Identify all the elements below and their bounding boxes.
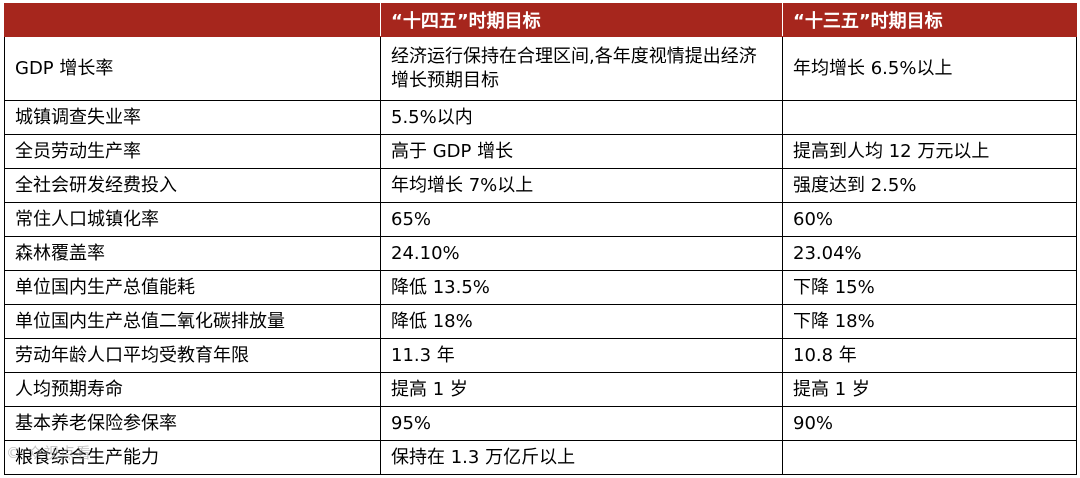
- 13th-plan-cell: 下降 15%: [782, 270, 1077, 305]
- 14th-plan-cell: 年均增长 7%以上: [380, 168, 783, 203]
- table-row: 常住人口城镇化率 65% 60%: [4, 202, 1077, 237]
- 14th-plan-cell: 经济运行保持在合理区间,各年度视情提出经济增长预期目标: [380, 36, 783, 101]
- table-row: 劳动年龄人口平均受教育年限 11.3 年 10.8 年: [4, 338, 1077, 373]
- 13th-plan-cell: 提高 1 岁: [782, 372, 1077, 407]
- 14th-plan-cell: 24.10%: [380, 236, 783, 271]
- 14th-plan-cell: 5.5%以内: [380, 100, 783, 135]
- table-row: 单位国内生产总值二氧化碳排放量 降低 18% 下降 18%: [4, 304, 1077, 339]
- indicator-cell: GDP 增长率: [4, 36, 381, 101]
- 14th-plan-cell: 11.3 年: [380, 338, 783, 373]
- 13th-plan-cell: 60%: [782, 202, 1077, 237]
- 13th-plan-cell: 强度达到 2.5%: [782, 168, 1077, 203]
- indicator-cell: 森林覆盖率: [4, 236, 381, 271]
- 14th-plan-cell: 95%: [380, 406, 783, 441]
- 14th-plan-cell: 降低 18%: [380, 304, 783, 339]
- header-indicator: [4, 3, 381, 37]
- indicator-cell: 常住人口城镇化率: [4, 202, 381, 237]
- 14th-plan-cell: 降低 13.5%: [380, 270, 783, 305]
- table-row: 基本养老保险参保率 95% 90%: [4, 406, 1077, 441]
- 13th-plan-cell: 23.04%: [782, 236, 1077, 271]
- 13th-plan-cell: [782, 440, 1077, 475]
- indicator-cell: 人均预期寿命: [4, 372, 381, 407]
- 14th-plan-cell: 65%: [380, 202, 783, 237]
- indicator-cell: 全社会研发经费投入: [4, 168, 381, 203]
- 13th-plan-cell: 下降 18%: [782, 304, 1077, 339]
- 13th-plan-cell: 年均增长 6.5%以上: [782, 36, 1077, 101]
- header-14th-plan: “十四五”时期目标: [380, 3, 783, 37]
- indicator-cell: 单位国内生产总值能耗: [4, 270, 381, 305]
- indicator-cell: 粮食综合生产能力: [4, 440, 381, 475]
- 14th-plan-cell: 提高 1 岁: [380, 372, 783, 407]
- table-row: 人均预期寿命 提高 1 岁 提高 1 岁: [4, 372, 1077, 407]
- indicator-cell: 城镇调查失业率: [4, 100, 381, 135]
- 14th-plan-cell: 高于 GDP 增长: [380, 134, 783, 169]
- table-row: 全员劳动生产率 高于 GDP 增长 提高到人均 12 万元以上: [4, 134, 1077, 169]
- table-row: 城镇调查失业率 5.5%以内: [4, 100, 1077, 135]
- 13th-plan-cell: 90%: [782, 406, 1077, 441]
- indicator-cell: 单位国内生产总值二氧化碳排放量: [4, 304, 381, 339]
- indicator-cell: 全员劳动生产率: [4, 134, 381, 169]
- 13th-plan-cell: 10.8 年: [782, 338, 1077, 373]
- table-row: 粮食综合生产能力 保持在 1.3 万亿斤以上: [4, 440, 1077, 475]
- 13th-plan-cell: [782, 100, 1077, 135]
- header-row: “十四五”时期目标 “十三五”时期目标: [4, 3, 1077, 37]
- indicator-cell: 劳动年龄人口平均受教育年限: [4, 338, 381, 373]
- table-row: GDP 增长率 经济运行保持在合理区间,各年度视情提出经济增长预期目标 年均增长…: [4, 36, 1077, 101]
- table-row: 单位国内生产总值能耗 降低 13.5% 下降 15%: [4, 270, 1077, 305]
- table-row: 森林覆盖率 24.10% 23.04%: [4, 236, 1077, 271]
- targets-table: “十四五”时期目标 “十三五”时期目标 GDP 增长率 经济运行保持在合理区间,…: [4, 3, 1077, 475]
- header-13th-plan: “十三五”时期目标: [782, 3, 1077, 37]
- indicator-cell: 基本养老保险参保率: [4, 406, 381, 441]
- watermark: © 众视点看: [6, 444, 92, 462]
- 14th-plan-cell: 保持在 1.3 万亿斤以上: [380, 440, 783, 475]
- 13th-plan-cell: 提高到人均 12 万元以上: [782, 134, 1077, 169]
- table-row: 全社会研发经费投入 年均增长 7%以上 强度达到 2.5%: [4, 168, 1077, 203]
